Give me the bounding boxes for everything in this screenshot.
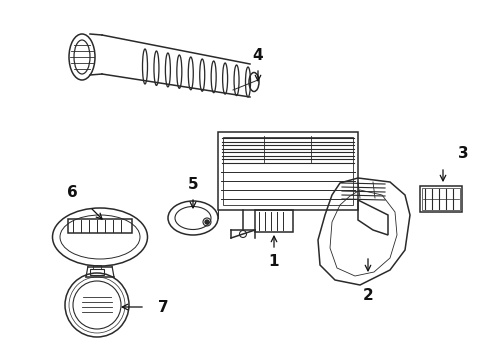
- Bar: [420, 186, 462, 212]
- Text: 3: 3: [458, 146, 468, 161]
- Text: 6: 6: [67, 185, 77, 200]
- Bar: [422, 188, 460, 210]
- Text: 1: 1: [269, 254, 279, 269]
- Bar: [93, 265, 101, 269]
- Text: 5: 5: [188, 177, 198, 192]
- Circle shape: [205, 220, 209, 224]
- Bar: [255, 210, 293, 232]
- Text: 2: 2: [363, 288, 373, 303]
- Text: 4: 4: [253, 48, 263, 63]
- Bar: [90, 269, 104, 275]
- Bar: [68, 219, 132, 233]
- Text: 7: 7: [158, 300, 169, 315]
- Bar: [223, 137, 353, 205]
- Bar: [218, 132, 358, 210]
